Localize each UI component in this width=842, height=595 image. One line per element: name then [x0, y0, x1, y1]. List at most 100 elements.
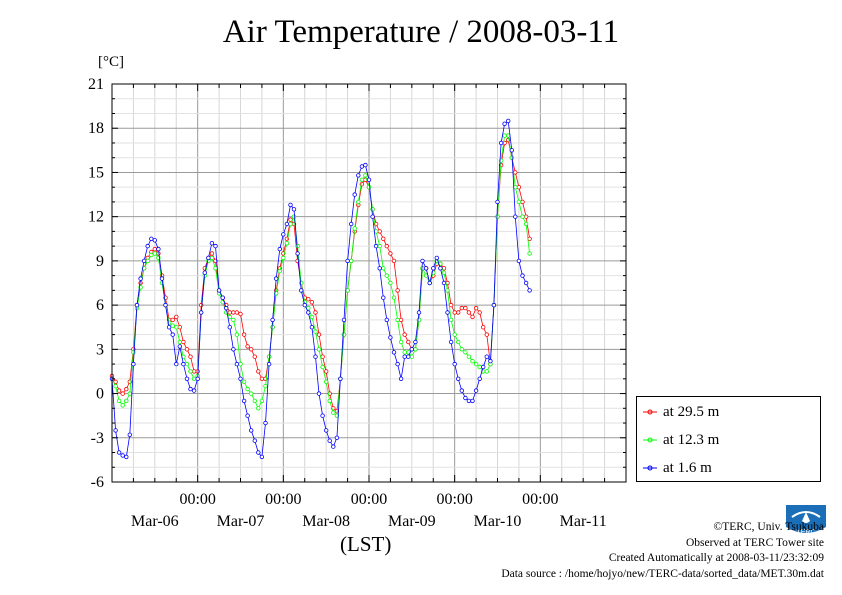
data-point	[270, 317, 275, 323]
data-point	[516, 184, 522, 190]
data-point	[502, 121, 507, 126]
data-point	[213, 243, 218, 249]
data-point	[252, 354, 257, 359]
y-tick-label: 21	[88, 76, 104, 93]
data-point	[127, 391, 132, 396]
data-point	[120, 403, 125, 408]
data-point	[174, 361, 179, 367]
data-point	[377, 229, 382, 234]
data-point	[284, 221, 290, 227]
data-point	[491, 302, 497, 308]
data-point	[366, 177, 372, 182]
data-point	[238, 361, 243, 367]
data-point	[523, 214, 529, 219]
data-point	[191, 376, 197, 381]
data-point	[395, 361, 400, 367]
data-point	[527, 288, 532, 293]
data-point	[381, 236, 386, 241]
data-point	[213, 266, 218, 271]
data-point	[431, 266, 436, 271]
data-point	[324, 369, 329, 374]
data-point	[184, 376, 190, 381]
axes: -6-303691215182100:00Mar-0600:00Mar-0700…	[88, 76, 627, 530]
data-point	[198, 310, 204, 315]
data-point	[263, 384, 268, 389]
x-tick-label-date: Mar-07	[217, 513, 265, 530]
data-point	[170, 323, 175, 328]
data-point	[349, 258, 354, 264]
data-point	[509, 148, 514, 153]
y-axis-unit: [°C]	[98, 54, 124, 70]
data-point	[359, 177, 365, 182]
legend-marker-red	[643, 409, 657, 415]
data-point	[152, 238, 157, 243]
grid-lines	[112, 84, 626, 482]
data-point	[234, 310, 240, 315]
data-point	[463, 350, 468, 355]
data-point	[520, 273, 525, 278]
data-point	[331, 410, 336, 415]
data-point	[195, 376, 200, 381]
data-point	[299, 280, 304, 286]
data-point	[256, 450, 261, 455]
data-point	[406, 354, 411, 359]
data-point	[466, 354, 472, 359]
chart-title: Air Temperature / 2008-03-11	[222, 14, 620, 50]
data-point	[495, 214, 500, 219]
data-point	[166, 325, 172, 330]
data-point	[313, 310, 318, 315]
data-point	[145, 243, 150, 249]
terc-logo: TERC	[786, 505, 826, 536]
data-point	[299, 288, 304, 293]
data-point	[416, 310, 422, 315]
x-tick-label-date: Mar-06	[131, 513, 179, 530]
data-point	[277, 269, 282, 274]
data-point	[149, 252, 154, 258]
data-point	[309, 314, 315, 320]
data-point	[313, 329, 318, 334]
data-point	[316, 332, 322, 337]
data-point	[159, 276, 165, 281]
source-text: Data source : /home/hojyo/new/TERC-data/…	[501, 567, 824, 580]
data-point	[420, 266, 425, 271]
data-point	[163, 302, 168, 308]
data-point	[209, 251, 215, 256]
data-point	[134, 302, 140, 308]
data-point	[309, 300, 315, 305]
data-point	[316, 391, 322, 396]
data-point	[320, 354, 325, 359]
data-point	[145, 258, 150, 264]
data-point	[398, 339, 404, 345]
data-point	[131, 350, 136, 355]
data-point	[402, 354, 407, 359]
series-line-2	[111, 120, 530, 458]
y-tick-label: 3	[96, 341, 104, 358]
data-point	[120, 453, 125, 458]
data-point	[395, 288, 400, 293]
data-point	[352, 192, 357, 197]
data-point	[256, 406, 261, 411]
data-point	[398, 376, 404, 381]
x-tick-label-time: 00:00	[179, 491, 215, 508]
data-point	[177, 344, 182, 349]
data-point	[452, 310, 457, 315]
data-point	[198, 302, 204, 308]
legend-marker-blue	[643, 465, 657, 471]
data-point	[234, 361, 240, 367]
data-point	[274, 276, 279, 281]
data-point	[484, 369, 489, 374]
data-point	[381, 295, 386, 300]
data-point	[174, 314, 179, 320]
data-point	[259, 398, 265, 404]
data-point	[477, 364, 482, 370]
data-point	[370, 214, 375, 219]
legend-item-1m: at 1.6 m	[643, 458, 712, 478]
data-point	[516, 199, 522, 205]
data-point	[327, 438, 332, 443]
data-point	[413, 339, 418, 345]
data-point	[149, 236, 154, 241]
data-point	[513, 214, 518, 219]
data-point	[124, 454, 129, 460]
data-point	[520, 214, 525, 219]
x-axis-label: (LST)	[340, 532, 392, 556]
